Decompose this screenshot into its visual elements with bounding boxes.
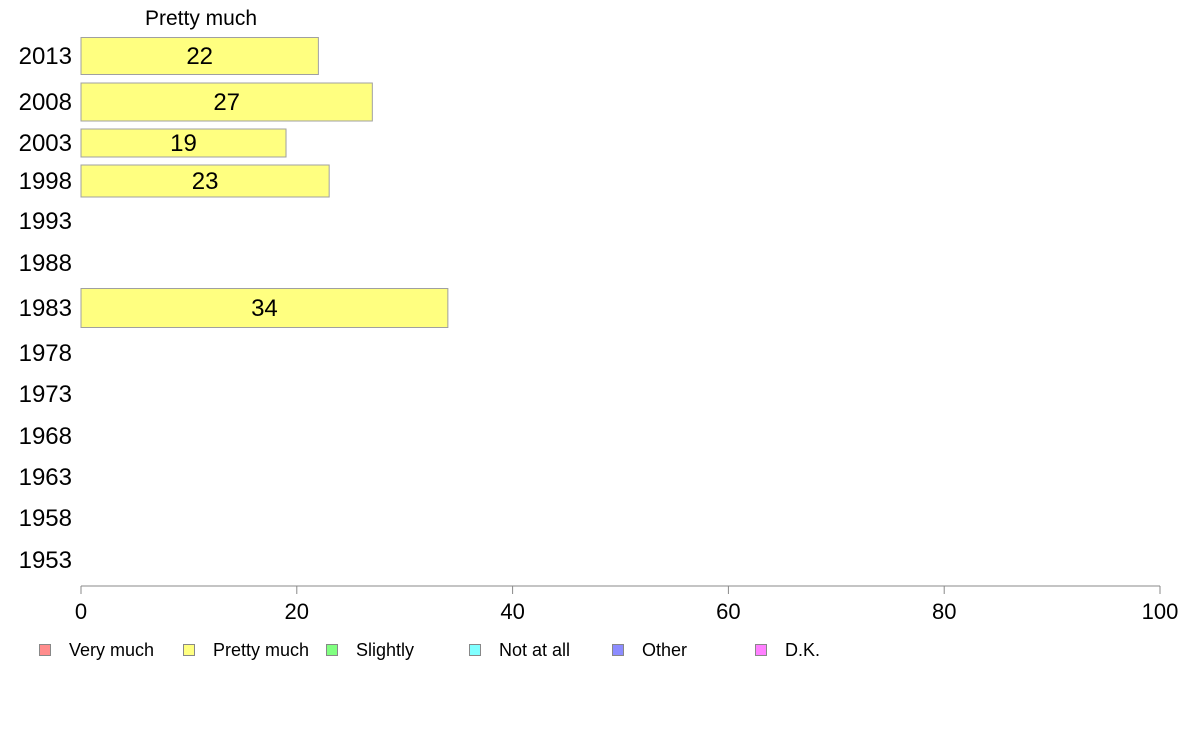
category-label: 1983 xyxy=(19,295,72,322)
category-label: 1968 xyxy=(19,423,72,450)
category-label: 1963 xyxy=(19,464,72,491)
bar xyxy=(80,128,287,158)
x-tick-label: 100 xyxy=(1142,599,1179,624)
bar xyxy=(80,288,449,328)
data-label: 34 xyxy=(251,295,278,322)
x-tick-label: 20 xyxy=(285,599,309,624)
legend-swatch-slightly xyxy=(326,644,338,656)
category-label: 2003 xyxy=(19,130,72,157)
bar-chart: Pretty much 2013 22 2008 27 2003 19 1998 23 1993… xyxy=(19,7,1179,624)
bar xyxy=(80,37,319,75)
legend-swatch-not-at-all xyxy=(469,644,481,656)
legend-item-very-much: Very much xyxy=(39,638,154,662)
category-label: 1978 xyxy=(19,340,72,367)
legend-label: Not at all xyxy=(499,639,571,660)
data-label: 19 xyxy=(170,130,197,157)
x-tick-label: 80 xyxy=(932,599,956,624)
category-label: 1988 xyxy=(19,250,72,277)
legend: Very much Pretty much Slightly Not at al… xyxy=(0,638,1188,662)
category-label: 1973 xyxy=(19,381,72,408)
bar xyxy=(80,82,373,122)
legend-label: Other xyxy=(642,639,688,660)
legend-swatch-very-much xyxy=(39,644,51,656)
category-label: 1998 xyxy=(19,168,72,195)
bar xyxy=(80,164,330,198)
category-label: 2013 xyxy=(19,43,72,70)
legend-item-pretty-much: Pretty much xyxy=(183,638,309,662)
legend-label: Slightly xyxy=(356,639,415,660)
chart-title: Pretty much xyxy=(145,7,257,30)
x-tick-label: 60 xyxy=(716,599,740,624)
data-label: 23 xyxy=(192,168,219,195)
category-label: 1958 xyxy=(19,505,72,532)
legend-item-dk: D.K. xyxy=(755,638,820,662)
category-label: 1993 xyxy=(19,208,72,235)
legend-item-other: Other xyxy=(612,638,687,662)
legend-label: Very much xyxy=(69,639,155,660)
data-label: 22 xyxy=(186,43,213,70)
legend-item-slightly: Slightly xyxy=(326,638,414,662)
legend-swatch-dk xyxy=(755,644,767,656)
legend-swatch-other xyxy=(612,644,624,656)
legend-item-not-at-all: Not at all xyxy=(469,638,570,662)
legend-label: Pretty much xyxy=(213,639,310,660)
category-label: 1953 xyxy=(19,547,72,574)
legend-label: D.K. xyxy=(785,639,821,660)
legend-swatch-pretty-much xyxy=(183,644,195,656)
x-tick-label: 40 xyxy=(500,599,524,624)
data-label: 27 xyxy=(213,89,240,116)
x-tick-label: 0 xyxy=(75,599,87,624)
category-label: 2008 xyxy=(19,89,72,116)
